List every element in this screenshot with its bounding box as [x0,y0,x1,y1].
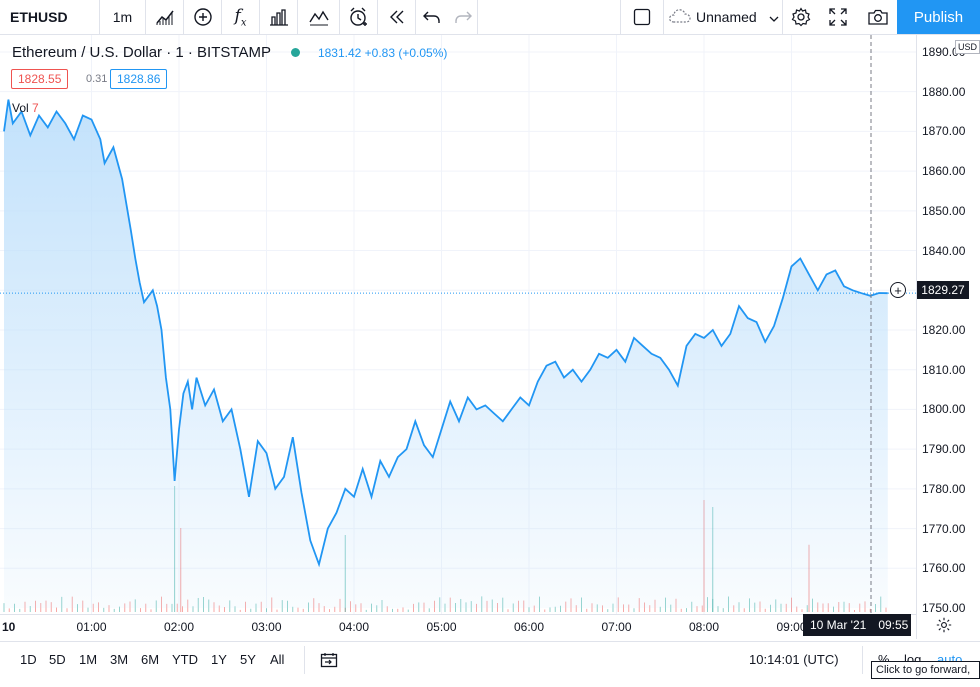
settings-icon[interactable] [782,0,818,34]
range-button-all[interactable]: All [270,652,285,667]
time-axis-label: 06:00 [514,620,545,634]
price-axis-label: 1780.00 [922,481,966,496]
time-axis-label: 01:00 [76,620,107,634]
range-button-1d[interactable]: 1D [20,652,37,667]
chevron-down-icon [769,9,779,25]
time-axis-label: 05:00 [426,620,457,634]
time-axis-label: 07:00 [601,620,632,634]
chart-legend: Ethereum / U.S. Dollar · 1 · BITSTAMP 18… [12,44,447,61]
symbol-search-button[interactable]: ETHUSD [0,0,100,34]
time-axis[interactable] [0,614,916,641]
undo-icon[interactable] [416,0,448,34]
current-price-label: 1829.27 [917,281,969,299]
symbol-title[interactable]: Ethereum / U.S. Dollar · 1 · BITSTAMP [12,44,271,61]
top-toolbar: ETHUSD 1m fx Unnamed [0,0,980,35]
volume-legend: Vol 7 [12,101,39,115]
add-compare-icon[interactable] [184,0,222,34]
layout-icon[interactable] [620,0,664,34]
divider [304,646,305,674]
last-quote: 1831.42 +0.83 (+0.05%) [317,45,448,60]
divider [862,646,863,674]
chart-name-menu[interactable]: Unnamed [664,0,782,34]
financials-icon[interactable] [260,0,298,34]
time-axis-label: 04:00 [339,620,370,634]
ask-price[interactable]: 1828.86 [110,69,168,89]
currency-badge[interactable]: USD [955,40,980,54]
bar-style-icon[interactable] [146,0,184,34]
crosshair-date: 10 Mar '21 [810,618,867,632]
range-button-6m[interactable]: 6M [141,652,160,667]
market-status-icon [290,48,300,57]
price-axis-label: 1810.00 [922,362,966,377]
replay-icon[interactable] [378,0,416,34]
templates-icon[interactable] [298,0,340,34]
price-axis-label: 1770.00 [922,521,966,536]
add-alert-plus-icon[interactable]: + [890,282,906,298]
alert-icon[interactable] [340,0,378,34]
spread-value: 0.31 [86,73,108,85]
range-button-3m[interactable]: 3M [110,652,129,667]
cloud-icon [668,8,692,27]
time-axis-label: 08:00 [689,620,720,634]
fullscreen-icon[interactable] [818,0,858,34]
range-button-1y[interactable]: 1Y [211,652,227,667]
tooltip: Click to go forward, [871,661,980,679]
redo-icon[interactable] [448,0,478,34]
price-axis-label: 1790.00 [922,442,966,457]
price-axis[interactable] [916,35,980,639]
price-axis-label: 1750.00 [922,601,966,615]
price-axis-label: 1850.00 [922,203,966,218]
time-axis-label: 09:00 [776,620,807,634]
price-axis-label: 1890.00 [922,44,966,59]
range-button-5y[interactable]: 5Y [240,652,256,667]
crosshair-time: 09:55 [878,618,909,632]
go-to-date-icon[interactable] [320,652,338,673]
percent-toggle[interactable]: % [878,652,890,667]
volume-value: 7 [32,101,39,115]
utc-clock[interactable]: 10:14:01 (UTC) [749,652,839,667]
price-axis-label: 1870.00 [922,124,966,139]
price-axis-label: 1760.00 [922,561,966,576]
volume-label: Vol [12,101,29,115]
indicators-icon[interactable]: fx [222,0,260,34]
price-axis-label: 1860.00 [922,164,966,179]
range-button-ytd[interactable]: YTD [172,652,198,667]
bottom-toolbar [0,641,980,687]
time-axis-label: 10 [2,620,16,634]
price-axis-label: 1820.00 [922,322,966,337]
time-axis-label: 02:00 [164,620,195,634]
price-area-fill [4,99,888,608]
range-button-1m[interactable]: 1M [79,652,98,667]
price-axis-label: 1880.00 [922,84,966,99]
bid-price[interactable]: 1828.55 [11,69,69,89]
chart-name-label: Unnamed [696,9,757,25]
price-line [3,99,888,568]
interval-button[interactable]: 1m [100,0,146,34]
chart-settings-icon[interactable] [936,617,952,638]
range-button-5d[interactable]: 5D [49,652,66,667]
snapshot-icon[interactable] [858,0,897,34]
time-axis-label: 03:00 [251,620,282,634]
price-chart[interactable] [0,35,916,639]
price-axis-label: 1840.00 [922,243,966,258]
price-axis-label: 1800.00 [922,402,966,417]
crosshair-time-label: 10 Mar '21 09:55 [803,614,911,636]
publish-button[interactable]: Publish [897,0,980,34]
